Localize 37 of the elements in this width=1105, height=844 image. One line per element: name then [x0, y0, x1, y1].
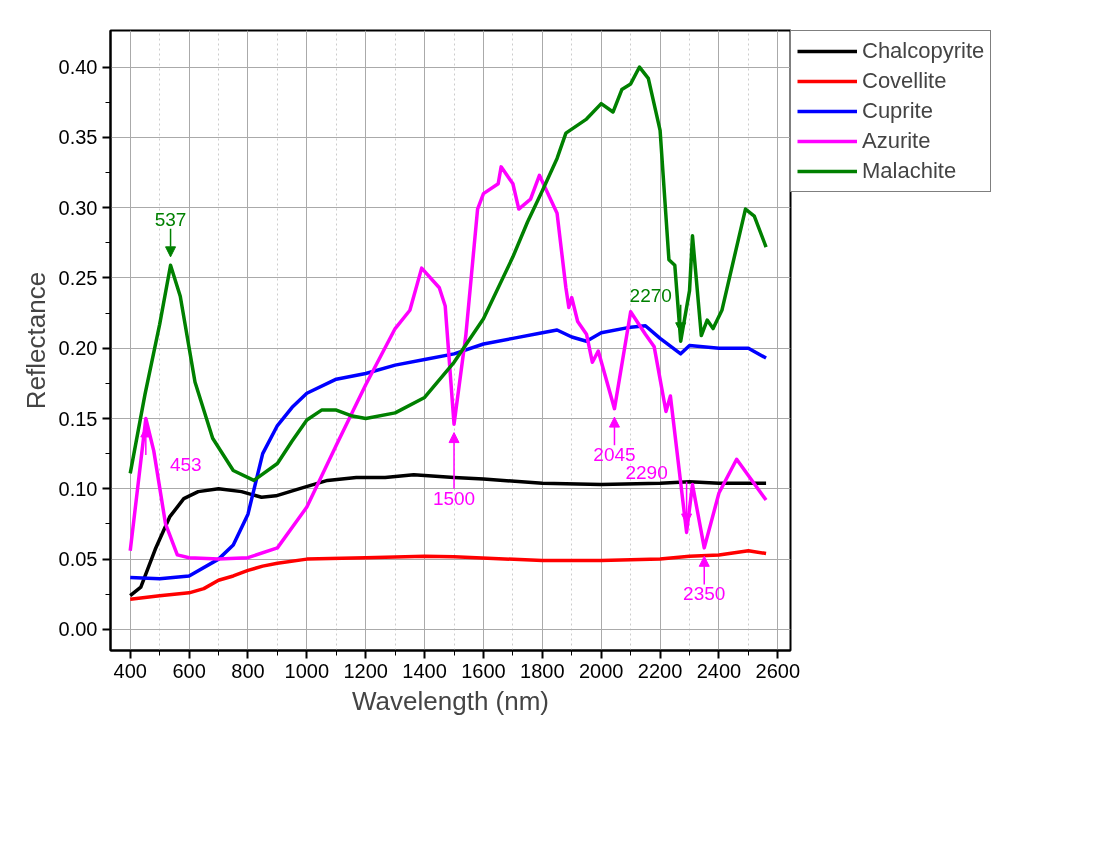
legend-label: Azurite	[862, 127, 931, 155]
y-tick-label: 0.00	[58, 618, 98, 641]
x-tick-label: 400	[113, 659, 147, 682]
y-axis-title: Reflectance	[20, 271, 51, 410]
line-series	[128, 548, 768, 601]
line-series	[128, 65, 768, 483]
x-tick-label: 2600	[755, 659, 801, 682]
x-axis-title: Wavelength (nm)	[352, 685, 549, 716]
x-tick-label: 2400	[696, 659, 742, 682]
annotation: 2270	[629, 284, 672, 306]
annotation: 453	[169, 453, 202, 475]
y-tick-label: 0.05	[58, 548, 98, 571]
x-tick-label: 600	[172, 659, 206, 682]
annotation: 537	[154, 208, 187, 230]
legend-label: Covellite	[862, 67, 947, 95]
legend-label: Chalcopyrite	[862, 37, 985, 65]
x-tick-label: 1600	[461, 659, 506, 682]
y-tick-label: 0.15	[58, 407, 98, 430]
annotation: 1500	[432, 487, 476, 509]
y-tick-label: 0.40	[58, 56, 98, 79]
legend-label: Malachite	[862, 157, 957, 185]
x-tick-label: 1800	[520, 659, 565, 682]
y-tick-label: 0.35	[58, 126, 98, 149]
line-series	[128, 165, 768, 561]
x-tick-label: 2000	[578, 659, 624, 682]
y-tick-label: 0.10	[58, 477, 98, 500]
annotation: 2350	[683, 583, 726, 605]
x-tick-label: 1200	[343, 659, 388, 682]
x-tick-label: 2200	[637, 659, 683, 682]
y-tick-label: 0.20	[58, 337, 98, 360]
x-tick-label: 800	[231, 659, 265, 682]
line-series	[128, 323, 768, 581]
x-tick-label: 1000	[284, 659, 330, 682]
y-tick-label: 0.30	[58, 196, 98, 219]
legend-label: Cuprite	[862, 97, 933, 125]
y-tick-label: 0.25	[58, 266, 98, 289]
x-tick-label: 1400	[402, 659, 447, 682]
